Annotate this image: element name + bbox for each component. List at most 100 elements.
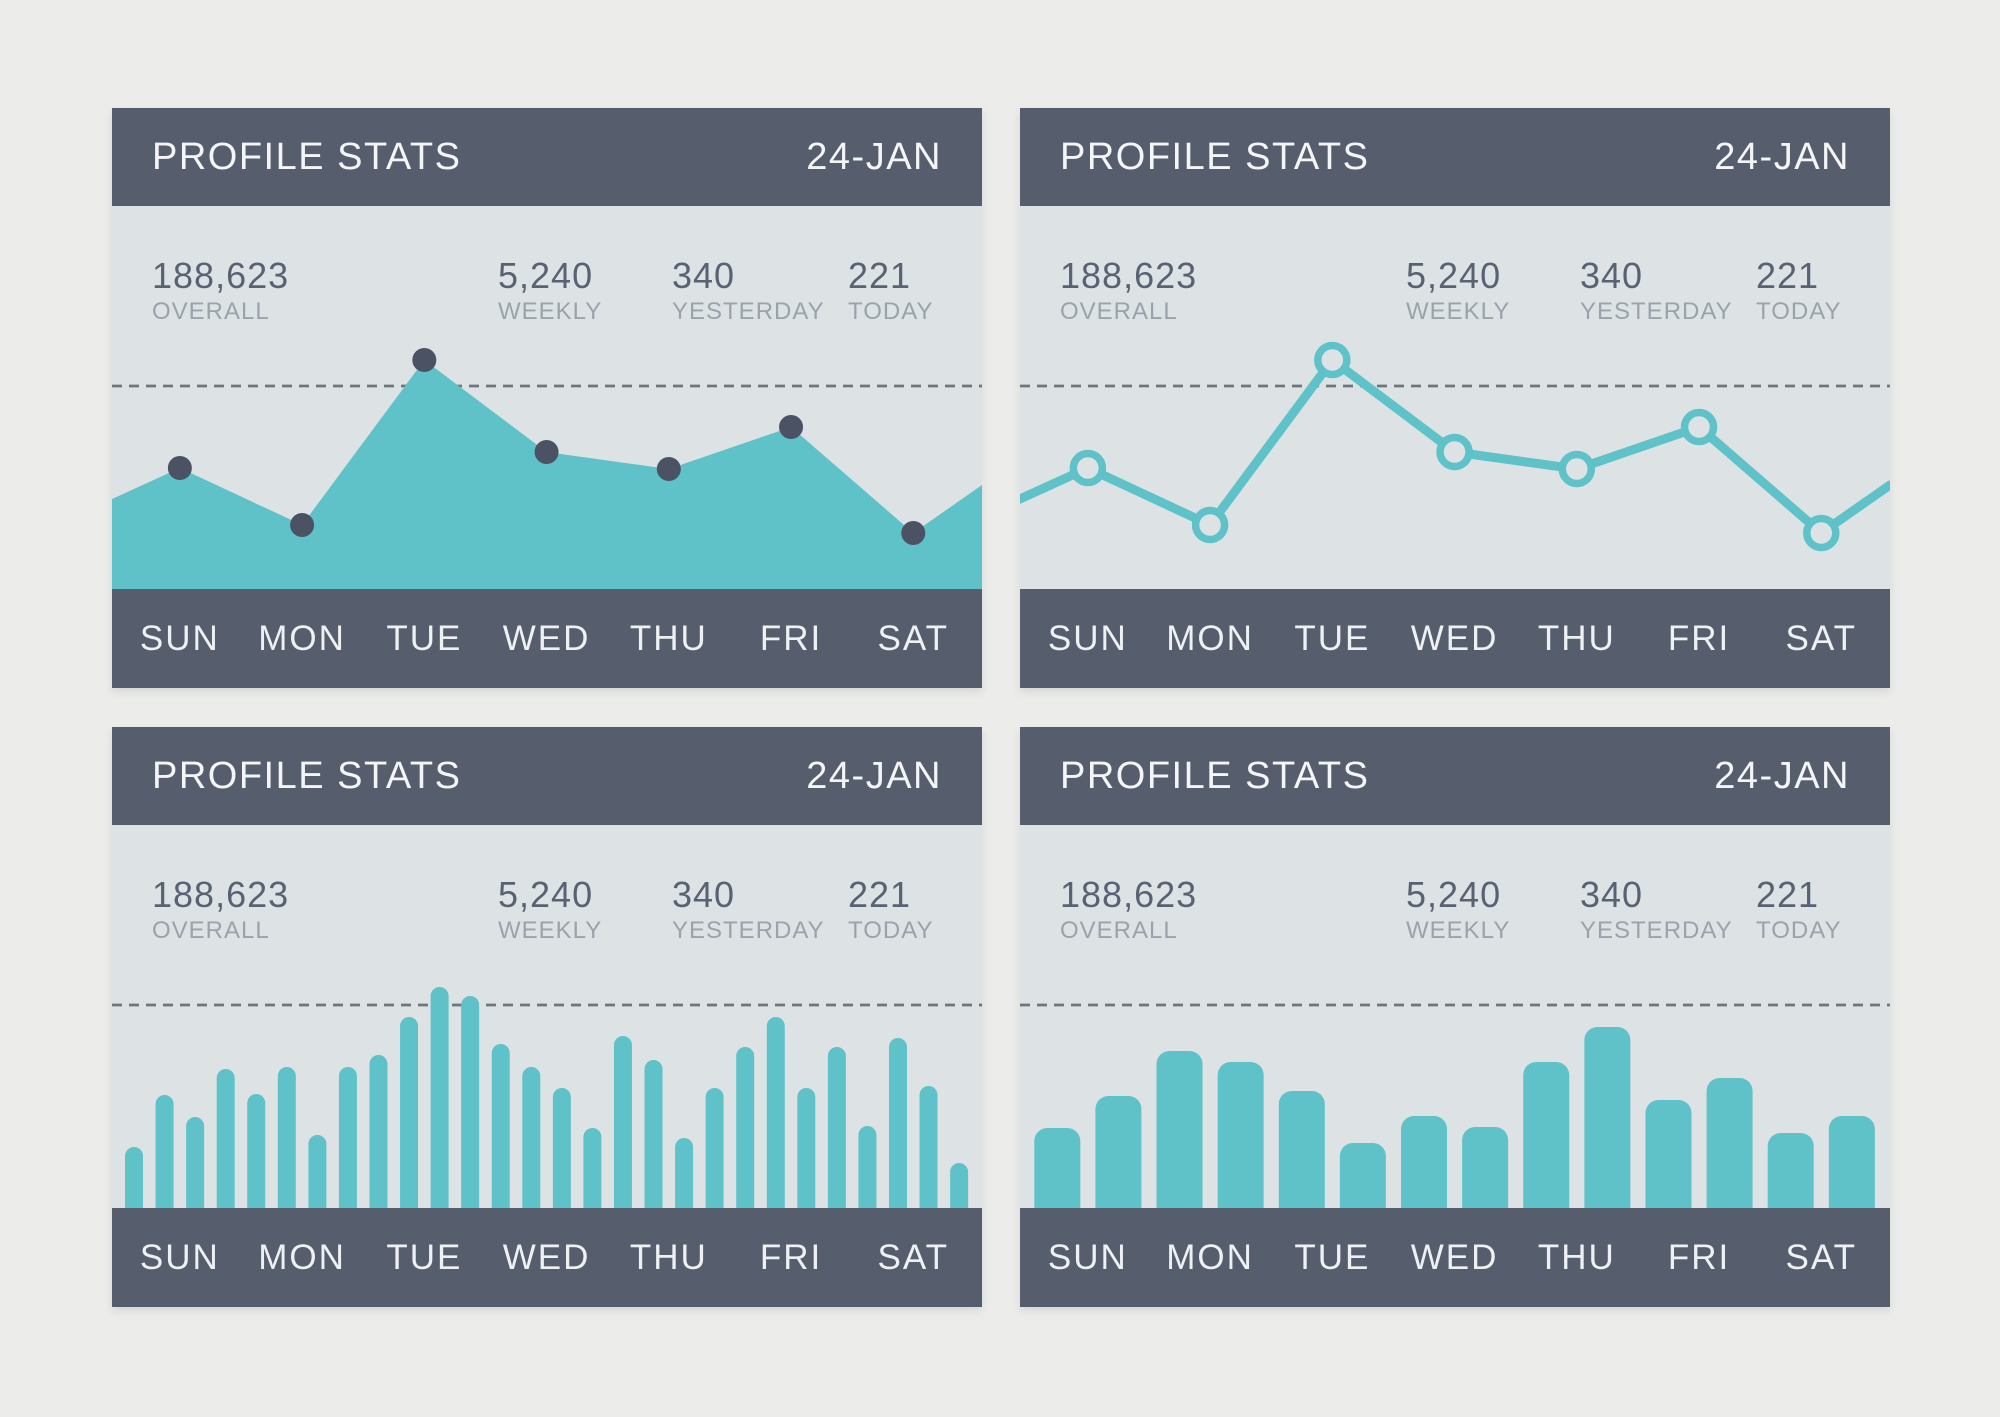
card-body: 188,623 OVERALL 5,240 WEEKLY 340 YESTERD…: [1020, 206, 1890, 589]
day-label: MON: [1166, 618, 1254, 658]
stat-label: WEEKLY: [498, 298, 603, 325]
stat-value: 5,240: [1406, 255, 1502, 296]
day-label: SAT: [877, 1237, 950, 1277]
stat-today: 221 TODAY: [1756, 877, 1841, 943]
profile-stats-card-bars-thin: PROFILE STATS 24-JAN 188,623 OVERALL 5,2…: [112, 727, 982, 1307]
stat-value: 188,623: [152, 874, 290, 915]
stat-label: OVERALL: [1060, 917, 1178, 944]
stats-row: 188,623 OVERALL 5,240 WEEKLY 340 YESTERD…: [1020, 206, 1890, 336]
day-label: WED: [502, 618, 591, 658]
stat-yesterday: 340 YESTERDAY: [1580, 258, 1733, 324]
day-label: FRI: [1667, 1237, 1731, 1277]
stat-today: 221 TODAY: [848, 258, 933, 324]
stat-weekly: 5,240 WEEKLY: [1406, 258, 1510, 324]
stats-row: 188,623 OVERALL 5,240 WEEKLY 340 YESTERD…: [112, 206, 982, 336]
area-chart: [112, 348, 982, 589]
card-header: PROFILE STATS 24-JAN: [1020, 727, 1890, 825]
day-axis: SUN MON TUE WED THU FRI SAT: [1020, 1208, 1890, 1307]
stat-overall: 188,623 OVERALL: [152, 877, 289, 943]
profile-stats-card-line: PROFILE STATS 24-JAN 188,623 OVERALL 5,2…: [1020, 108, 1890, 688]
stat-label: WEEKLY: [1406, 917, 1511, 944]
day-label: FRI: [1667, 618, 1731, 658]
stat-label: YESTERDAY: [1580, 298, 1733, 325]
stat-label: TODAY: [1756, 917, 1842, 944]
day-label: SUN: [139, 618, 220, 658]
card-title: PROFILE STATS: [152, 135, 462, 178]
stat-yesterday: 340 YESTERDAY: [672, 258, 825, 324]
stat-value: 221: [848, 874, 912, 915]
card-body: 188,623 OVERALL 5,240 WEEKLY 340 YESTERD…: [112, 825, 982, 1208]
stat-label: YESTERDAY: [1580, 917, 1733, 944]
stat-label: OVERALL: [1060, 298, 1178, 325]
stat-value: 188,623: [1060, 874, 1198, 915]
day-label: MON: [258, 618, 346, 658]
stat-label: WEEKLY: [1406, 298, 1511, 325]
day-axis: SUN MON TUE WED THU FRI SAT: [112, 1208, 982, 1307]
stat-label: TODAY: [1756, 298, 1842, 325]
day-label: WED: [1410, 1237, 1499, 1277]
card-header: PROFILE STATS 24-JAN: [112, 108, 982, 206]
stat-value: 5,240: [1406, 874, 1502, 915]
stat-value: 340: [1580, 255, 1644, 296]
day-label: SUN: [1047, 1237, 1128, 1277]
day-label: TUE: [386, 618, 463, 658]
stat-weekly: 5,240 WEEKLY: [498, 877, 602, 943]
day-label: MON: [258, 1237, 346, 1277]
day-label: TUE: [1294, 618, 1371, 658]
stat-today: 221 TODAY: [1756, 258, 1841, 324]
profile-stats-card-area: PROFILE STATS 24-JAN 188,623 OVERALL 5,2…: [112, 108, 982, 688]
stat-label: OVERALL: [152, 298, 270, 325]
stat-weekly: 5,240 WEEKLY: [1406, 877, 1510, 943]
day-label: TUE: [386, 1237, 463, 1277]
stat-label: YESTERDAY: [672, 298, 825, 325]
day-label: THU: [1537, 618, 1616, 658]
day-label: SAT: [1785, 618, 1858, 658]
stat-label: TODAY: [848, 298, 934, 325]
day-axis: SUN MON TUE WED THU FRI SAT: [112, 589, 982, 688]
stat-value: 221: [1756, 255, 1820, 296]
day-label: SUN: [1047, 618, 1128, 658]
stat-overall: 188,623 OVERALL: [1060, 877, 1197, 943]
stat-value: 340: [672, 255, 736, 296]
day-label: FRI: [759, 1237, 823, 1277]
stat-label: TODAY: [848, 917, 934, 944]
card-date: 24-JAN: [1714, 754, 1850, 797]
day-axis: SUN MON TUE WED THU FRI SAT: [1020, 589, 1890, 688]
card-date: 24-JAN: [806, 135, 942, 178]
bar-chart-thin: [112, 987, 982, 1208]
stat-overall: 188,623 OVERALL: [1060, 258, 1197, 324]
card-body: 188,623 OVERALL 5,240 WEEKLY 340 YESTERD…: [112, 206, 982, 589]
card-title: PROFILE STATS: [1060, 135, 1370, 178]
stat-label: YESTERDAY: [672, 917, 825, 944]
day-label: TUE: [1294, 1237, 1371, 1277]
day-label: WED: [502, 1237, 591, 1277]
card-title: PROFILE STATS: [1060, 754, 1370, 797]
stat-today: 221 TODAY: [848, 877, 933, 943]
day-label: WED: [1410, 618, 1499, 658]
stat-label: WEEKLY: [498, 917, 603, 944]
card-date: 24-JAN: [1714, 135, 1850, 178]
stats-row: 188,623 OVERALL 5,240 WEEKLY 340 YESTERD…: [112, 825, 982, 955]
profile-stats-card-bars-wide: PROFILE STATS 24-JAN 188,623 OVERALL 5,2…: [1020, 727, 1890, 1307]
day-label: THU: [629, 618, 708, 658]
stat-overall: 188,623 OVERALL: [152, 258, 289, 324]
stats-row: 188,623 OVERALL 5,240 WEEKLY 340 YESTERD…: [1020, 825, 1890, 955]
stat-label: OVERALL: [152, 917, 270, 944]
card-title: PROFILE STATS: [152, 754, 462, 797]
stat-value: 340: [672, 874, 736, 915]
card-body: 188,623 OVERALL 5,240 WEEKLY 340 YESTERD…: [1020, 825, 1890, 1208]
day-label: MON: [1166, 1237, 1254, 1277]
stat-value: 340: [1580, 874, 1644, 915]
line-chart: [1020, 341, 1890, 552]
day-label: SUN: [139, 1237, 220, 1277]
stat-value: 221: [848, 255, 912, 296]
card-header: PROFILE STATS 24-JAN: [1020, 108, 1890, 206]
stat-weekly: 5,240 WEEKLY: [498, 258, 602, 324]
stat-value: 188,623: [1060, 255, 1198, 296]
day-label: THU: [629, 1237, 708, 1277]
stat-value: 188,623: [152, 255, 290, 296]
stat-value: 5,240: [498, 874, 594, 915]
stat-value: 221: [1756, 874, 1820, 915]
stat-value: 5,240: [498, 255, 594, 296]
stat-yesterday: 340 YESTERDAY: [1580, 877, 1733, 943]
